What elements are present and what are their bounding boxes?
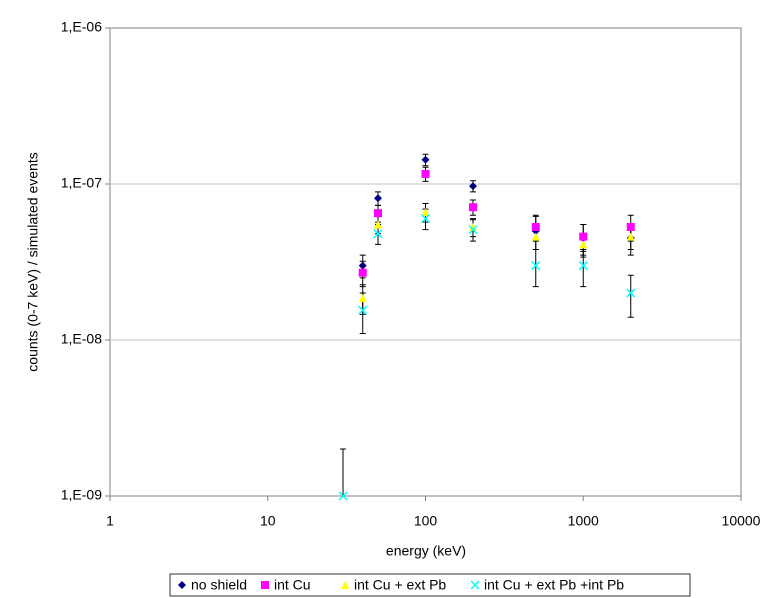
data-point	[374, 220, 383, 229]
data-point	[626, 223, 635, 232]
data-point	[374, 194, 383, 203]
data-point	[373, 229, 383, 239]
data-point	[579, 240, 588, 249]
error-bar	[580, 249, 587, 288]
legend-marker	[261, 581, 269, 589]
plot-frame	[109, 27, 742, 497]
data-point	[531, 232, 540, 241]
data-point	[358, 261, 367, 270]
data-point	[358, 268, 367, 277]
legend-box	[169, 573, 691, 597]
x-tick-label: 1000	[568, 513, 599, 529]
error-bar	[627, 274, 634, 318]
x-tick-label: 10	[260, 513, 276, 529]
data-point	[579, 232, 588, 241]
y-tick-label: 1,E-06	[61, 19, 102, 35]
legend-marker	[341, 581, 349, 589]
legend-label: int Cu	[274, 577, 311, 593]
legend-label: int Cu + ext Pb +int Pb	[484, 577, 624, 593]
data-point	[358, 293, 367, 302]
data-point	[358, 305, 368, 315]
legend-label: no shield	[191, 577, 247, 593]
data-point	[420, 214, 431, 224]
data-point	[374, 209, 383, 218]
y-axis-label: counts (0-7 keV) / simulated events	[25, 152, 41, 371]
legend-label: int Cu + ext Pb	[354, 577, 446, 593]
x-tick-label: 1	[106, 513, 114, 529]
data-point	[578, 261, 588, 271]
data-point	[468, 225, 478, 235]
x-axis-label: energy (keV)	[386, 543, 466, 559]
data-point	[421, 169, 430, 178]
data-point	[421, 208, 430, 217]
error-bar	[532, 249, 539, 288]
data-point	[468, 223, 477, 232]
legend-marker	[470, 580, 480, 590]
y-tick-label: 1,E-07	[61, 175, 102, 191]
data-point	[626, 232, 635, 241]
y-tick-label: 1,E-08	[61, 331, 102, 347]
x-tick-label: 10000	[722, 513, 761, 529]
data-point	[531, 223, 540, 232]
data-point	[468, 203, 477, 212]
data-point	[626, 288, 636, 298]
data-point	[421, 155, 430, 164]
data-point	[468, 182, 477, 191]
legend-marker	[178, 581, 186, 589]
x-tick-label: 100	[414, 513, 438, 529]
data-point	[338, 491, 348, 501]
data-point	[531, 261, 541, 271]
error-bar	[340, 448, 347, 496]
y-tick-label: 1,E-09	[61, 487, 102, 503]
